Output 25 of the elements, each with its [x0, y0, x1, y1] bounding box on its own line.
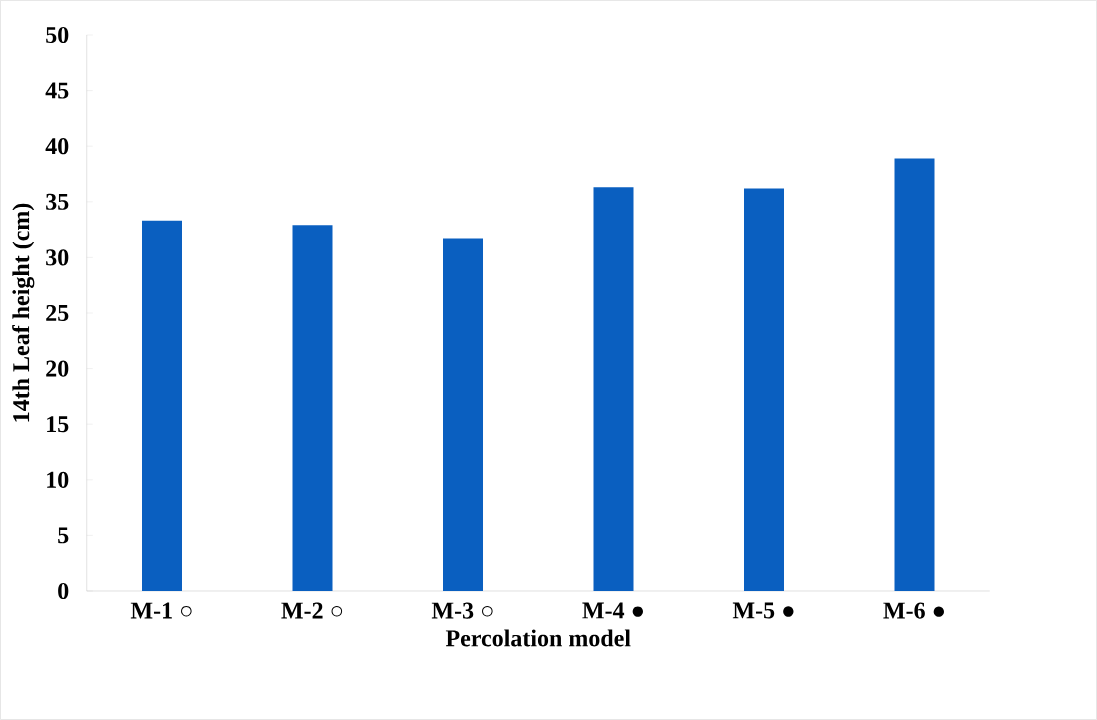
- bar: [894, 158, 935, 591]
- x-tick-label: M-2 ○: [281, 602, 343, 619]
- bar: [443, 238, 483, 591]
- y-tick-label: 45: [45, 82, 69, 99]
- y-tick-label: 25: [46, 304, 69, 322]
- bar: [142, 220, 182, 591]
- bar: [292, 225, 333, 591]
- y-tick-label: 40: [45, 138, 69, 155]
- y-tick-label: 50: [46, 26, 69, 44]
- x-tick-label: M-6 ●: [883, 602, 944, 619]
- x-tick-label: M-1 ○: [130, 602, 192, 619]
- x-axis-title: Percolation model: [445, 629, 631, 647]
- x-tick-label: M-4 ●: [582, 602, 643, 619]
- bar: [744, 188, 784, 591]
- y-tick-label: 35: [46, 193, 69, 210]
- y-axis-title: 14th Leaf height (cm): [12, 203, 35, 422]
- y-tick-label: 15: [47, 416, 69, 433]
- y-tick-label: 30: [46, 249, 69, 266]
- y-tick-label: 10: [47, 471, 69, 488]
- bar: [593, 187, 634, 591]
- y-tick-label: 20: [46, 360, 69, 377]
- y-tick-label: 0: [58, 582, 69, 600]
- x-tick-label: M-5 ●: [732, 602, 794, 619]
- x-tick-label: M-3 ○: [431, 602, 493, 619]
- y-tick-label: 5: [58, 527, 69, 544]
